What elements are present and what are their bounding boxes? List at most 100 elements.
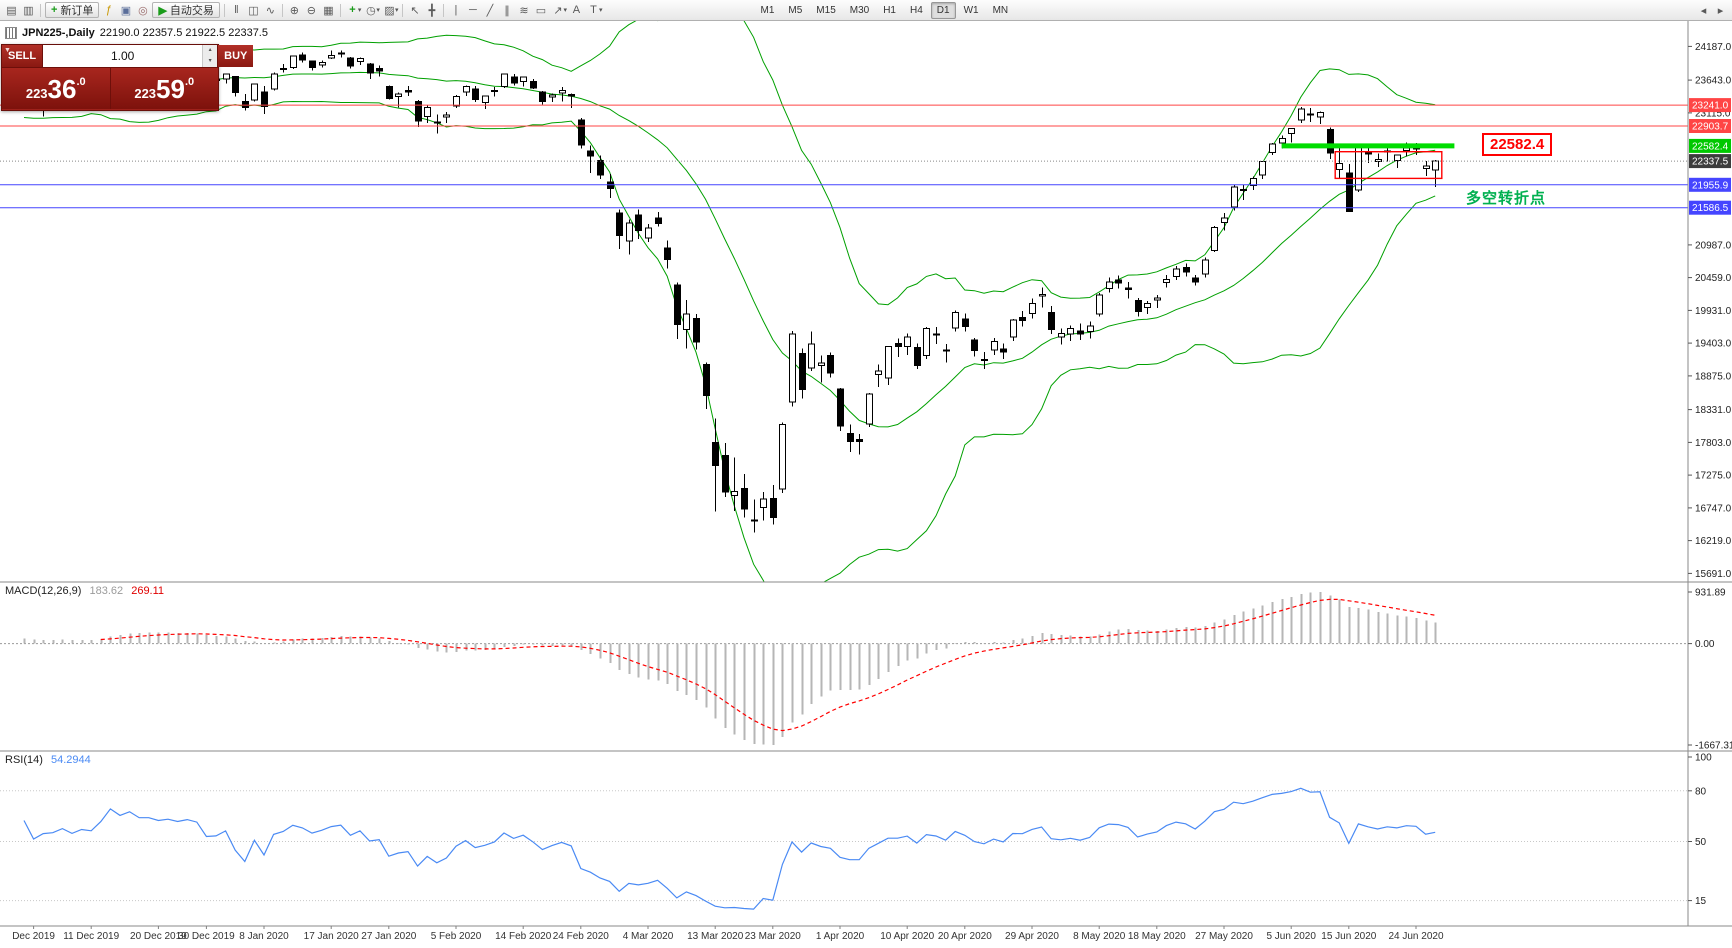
horizontal-line-icon[interactable]: ─	[469, 4, 477, 16]
buy-price-panel[interactable]: 223 59.0	[110, 68, 218, 109]
candle-body	[1432, 160, 1439, 171]
bar-chart-icon[interactable]: ‖	[234, 4, 239, 16]
candle-body	[280, 68, 287, 71]
text-label-icon[interactable]: T	[590, 4, 597, 16]
candle-body	[779, 424, 786, 490]
timeframe-h1-button[interactable]: H1	[883, 4, 896, 16]
new-chart-icon[interactable]: ▤	[6, 4, 17, 17]
chevron-down-icon[interactable]: ▾	[376, 7, 380, 14]
arrows-icon[interactable]: ↗	[553, 4, 563, 17]
price-axis[interactable]: 24187.0 23643.0 23115.0 20987.0 20459.0 19931…	[1688, 42, 1732, 580]
price-tick-label: 23643.0	[1695, 76, 1732, 87]
candlestick-chart-icon[interactable]: ◫	[248, 4, 259, 17]
price-line-label: 22337.5	[1692, 157, 1729, 168]
cursor-icon[interactable]: ↖	[410, 4, 420, 17]
candle-body	[731, 491, 738, 496]
new-order-button[interactable]: + 新订单	[45, 2, 100, 18]
expert-advisors-icon[interactable]: ƒ	[105, 4, 112, 16]
fibonacci-icon[interactable]: ≋	[519, 4, 529, 17]
timeframe-h4-button[interactable]: H4	[910, 4, 923, 16]
terminal-icon[interactable]: ▣	[120, 4, 132, 17]
rsi-axis-label: 80	[1695, 786, 1707, 797]
chevron-down-icon[interactable]: ▾	[394, 7, 399, 14]
main-plot[interactable]	[0, 7, 1688, 601]
consolidation-box[interactable]	[1334, 150, 1443, 180]
strategy-tester-icon[interactable]: ◎	[138, 4, 148, 17]
chevron-down-icon[interactable]: ▾	[598, 7, 603, 14]
timeframe-m30-button[interactable]: M30	[849, 4, 870, 16]
rsi-plot	[0, 787, 1688, 910]
timeframe-m5-button[interactable]: M5	[788, 4, 803, 16]
price-level-annotation[interactable]: 22582.4	[1482, 133, 1553, 156]
crosshair-icon[interactable]: ╋	[428, 4, 436, 17]
collapse-panel-icon[interactable]: ▼	[4, 47, 11, 54]
candle-body	[904, 336, 911, 347]
trendline-icon[interactable]: ╱	[486, 4, 494, 17]
candle-body	[1288, 128, 1295, 135]
date-label: 15 Jun 2020	[1321, 931, 1376, 942]
candle-body	[1317, 112, 1324, 118]
candle-body	[1173, 268, 1180, 277]
timeframe-m15-button[interactable]: M15	[816, 4, 836, 16]
buy-button[interactable]: BUY	[217, 45, 254, 67]
timeframe-m1-button[interactable]: M1	[760, 4, 775, 16]
candle-body	[818, 362, 825, 367]
candle-body	[251, 83, 258, 101]
candle-body	[1067, 327, 1074, 335]
candle-body	[1423, 165, 1430, 169]
zoom-in-icon[interactable]: ⊕	[289, 4, 300, 17]
candle-body	[808, 343, 815, 369]
vertical-line-icon[interactable]: |	[454, 4, 458, 16]
volume-decrease-button[interactable]: ▾	[203, 56, 218, 67]
volume-input[interactable]	[43, 45, 203, 67]
timeframe-w1-button[interactable]: W1	[963, 4, 979, 16]
candle-body	[991, 341, 998, 351]
turning-point-annotation[interactable]: 多空转折点	[1466, 190, 1547, 207]
candle-body	[559, 89, 566, 94]
date-label: 30 Dec 2019	[178, 931, 235, 942]
price-digits: 223	[134, 86, 157, 101]
tile-windows-icon[interactable]: ▦	[323, 4, 334, 17]
candle-body	[232, 76, 239, 94]
rsi-axis[interactable]: 100 80 50 15	[1688, 753, 1712, 908]
price-line-label: 22582.4	[1692, 141, 1729, 152]
macd-axis-label: 0.00	[1695, 639, 1715, 650]
candle-body	[1125, 287, 1132, 290]
sell-price-panel[interactable]: 223 36.0	[2, 68, 110, 109]
rsi-indicator-label: RSI(14) 54.2944	[5, 754, 91, 766]
candle-body	[501, 73, 508, 87]
periods-icon[interactable]: ◷	[366, 4, 376, 17]
sell-button[interactable]: SELL	[2, 45, 44, 67]
chevron-down-icon[interactable]: ▾	[563, 7, 567, 14]
autotrading-button[interactable]: ▶ 自动交易	[152, 2, 220, 18]
candle-body	[655, 217, 662, 225]
line-chart-icon[interactable]: ∿	[265, 4, 276, 17]
chart-forward-icon[interactable]: ▸	[1717, 4, 1724, 17]
date-label: 11 Dec 2019	[63, 931, 119, 942]
templates-icon[interactable]: ▨	[384, 4, 395, 17]
timeframe-d1-button[interactable]: D1	[930, 1, 956, 19]
play-icon: ▶	[158, 4, 167, 17]
candle-body	[472, 88, 479, 100]
timeframe-mn-button[interactable]: MN	[992, 4, 1009, 16]
price-tick-label: 18331.0	[1695, 405, 1732, 416]
candle-body	[405, 89, 412, 93]
zoom-out-icon[interactable]: ⊖	[306, 4, 317, 17]
channel-icon[interactable]: ∥	[504, 4, 510, 17]
shapes-icon[interactable]: ▭	[535, 4, 547, 17]
candle-body	[549, 94, 556, 98]
add-indicator-icon[interactable]: +	[349, 4, 356, 16]
profiles-icon[interactable]: ▥	[23, 4, 34, 17]
chart-title: JPN225-,Daily 22190.0 22357.5 21922.5 22…	[5, 27, 268, 39]
date-label: 20 Apr 2020	[938, 931, 992, 942]
chart-back-icon[interactable]: ◂	[1700, 4, 1707, 17]
date-label: 27 Jan 2020	[361, 931, 416, 942]
chevron-down-icon[interactable]: ▾	[357, 7, 362, 14]
candle-body	[271, 73, 278, 90]
price-line-label-box	[1689, 138, 1731, 153]
macd-axis[interactable]: 931.89 0.00 -1667.31	[1688, 588, 1732, 752]
text-icon[interactable]: A	[572, 4, 581, 16]
volume-increase-button[interactable]: ▴	[203, 45, 218, 56]
